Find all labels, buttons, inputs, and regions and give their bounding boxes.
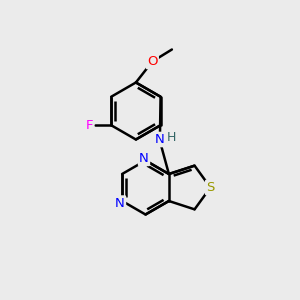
Text: H: H bbox=[167, 131, 176, 144]
Text: N: N bbox=[115, 196, 125, 210]
Text: O: O bbox=[147, 55, 158, 68]
Text: F: F bbox=[85, 119, 93, 132]
Text: N: N bbox=[139, 152, 149, 165]
Text: N: N bbox=[154, 133, 164, 146]
Text: S: S bbox=[206, 181, 214, 194]
